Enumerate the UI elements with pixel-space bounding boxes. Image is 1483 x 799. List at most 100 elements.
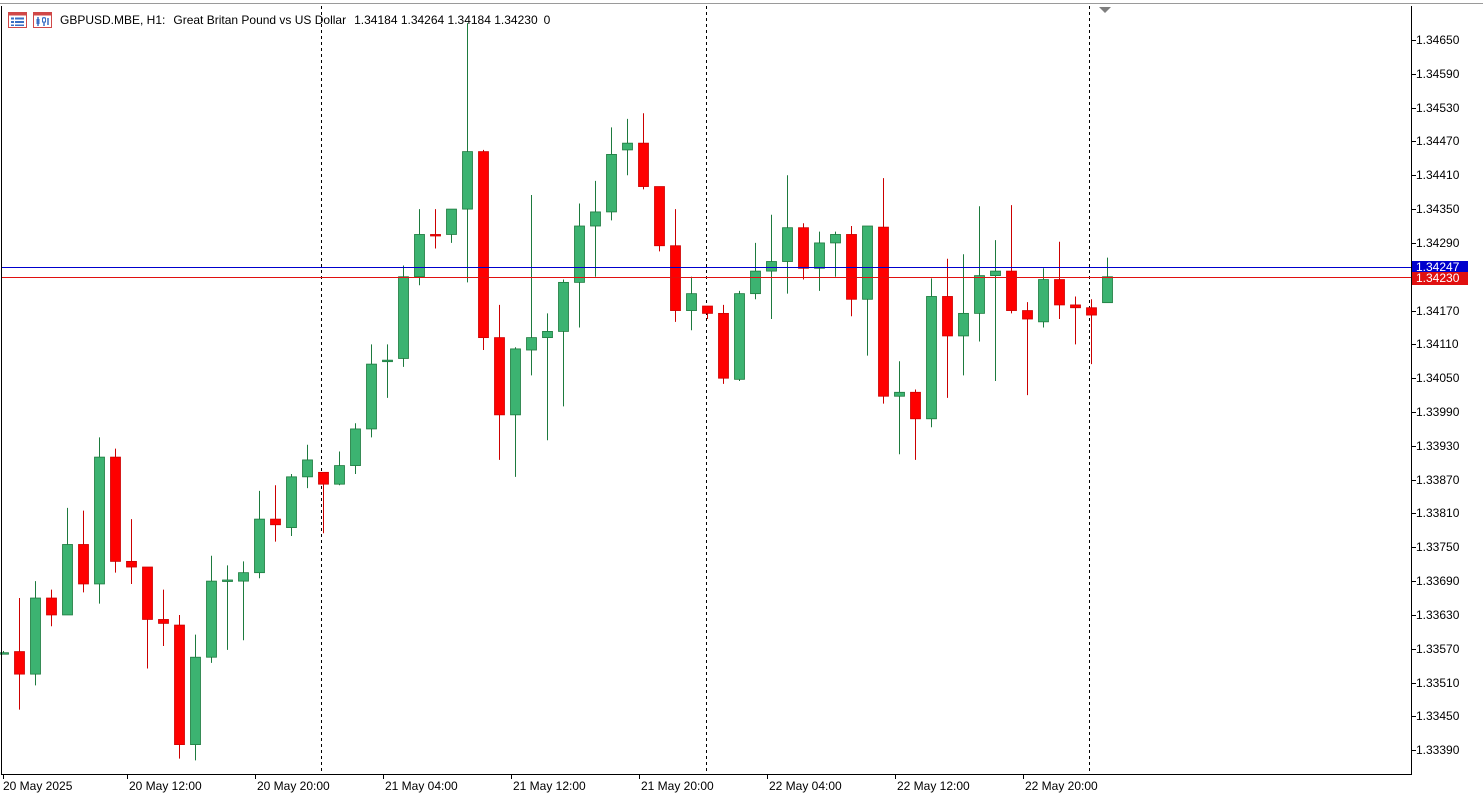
candle-body — [1070, 304, 1081, 309]
time-label: 20 May 2025 — [3, 779, 73, 793]
candle-body — [158, 619, 169, 624]
price-tick-mark — [1412, 581, 1416, 582]
candle-layer — [0, 23, 1113, 761]
ohlc-values: 1.34184 1.34264 1.34184 1.34230 — [354, 13, 538, 27]
candle — [590, 180, 601, 277]
candle — [1038, 268, 1049, 328]
candle-body — [318, 471, 329, 485]
price-label: 1.34170 — [1416, 304, 1460, 318]
candle-body — [334, 465, 345, 485]
candle-body — [398, 276, 409, 359]
price-label: 1.34050 — [1416, 371, 1460, 385]
price-tick-mark — [1412, 344, 1416, 345]
candle — [478, 149, 489, 351]
candle-body — [366, 363, 377, 430]
price-tick-mark — [1412, 108, 1416, 109]
chart-list-icon[interactable] — [8, 12, 27, 28]
candle — [302, 444, 313, 489]
candle-body — [46, 597, 57, 616]
price-label: 1.33630 — [1416, 608, 1460, 622]
candle — [718, 304, 729, 384]
candle-body — [526, 337, 537, 351]
candle — [206, 555, 217, 663]
candle-body — [574, 225, 585, 283]
candle-body — [750, 270, 761, 295]
candle-body — [590, 211, 601, 227]
candle — [78, 510, 89, 593]
candle — [766, 214, 777, 320]
chart-description: Great Britan Pound vs US Dollar — [173, 13, 347, 27]
candle — [254, 490, 265, 579]
time-tick-mark — [255, 775, 256, 779]
candle-body — [1102, 276, 1113, 304]
candle-body — [254, 518, 265, 574]
price-tick-mark — [1412, 513, 1416, 514]
price-label: 1.34110 — [1416, 337, 1459, 351]
candle — [14, 598, 25, 710]
candle — [862, 225, 873, 356]
price-tick-mark — [1412, 649, 1416, 650]
candle — [30, 581, 41, 686]
candle-body — [622, 142, 633, 151]
price-tick-mark — [1412, 74, 1416, 75]
candle — [222, 565, 233, 650]
candle-body — [94, 456, 105, 585]
candle — [462, 23, 473, 283]
candle-body — [702, 305, 713, 314]
price-tick-mark — [1412, 750, 1416, 751]
time-label: 21 May 12:00 — [513, 779, 586, 793]
candle — [830, 231, 841, 277]
candle-body — [78, 544, 89, 585]
candle-body — [462, 151, 473, 210]
candle — [158, 589, 169, 646]
candle — [670, 209, 681, 322]
ask-price-label: 1.34230 — [1412, 271, 1468, 285]
candle-body — [126, 560, 137, 568]
price-tick-mark — [1412, 40, 1416, 41]
candle — [574, 203, 585, 328]
candle — [174, 614, 185, 759]
time-label: 21 May 20:00 — [641, 779, 714, 793]
candle-body — [382, 359, 393, 363]
candle — [958, 254, 969, 376]
price-label: 1.33510 — [1416, 676, 1460, 690]
price-tick-mark — [1412, 175, 1416, 176]
price-label: 1.33930 — [1416, 439, 1460, 453]
candle-body — [222, 579, 233, 582]
candle-body — [558, 281, 569, 332]
price-label: 1.33750 — [1416, 540, 1460, 554]
price-label: 1.34290 — [1416, 236, 1460, 250]
candle — [542, 313, 553, 441]
time-tick-mark — [3, 775, 4, 779]
candle — [894, 361, 905, 455]
candle-body — [670, 245, 681, 311]
candle — [846, 226, 857, 317]
candle-body — [510, 348, 521, 416]
top-border — [0, 3, 1483, 4]
price-tick-mark — [1412, 378, 1416, 379]
candle-body — [894, 391, 905, 397]
price-label: 1.33570 — [1416, 642, 1460, 656]
candle — [94, 437, 105, 604]
chart-header: GBPUSD.MBE, H1: Great Britan Pound vs US… — [8, 11, 550, 29]
candle-body — [654, 186, 665, 247]
shift-marker-icon[interactable] — [1099, 7, 1111, 13]
price-tick-mark — [1412, 480, 1416, 481]
price-label: 1.33450 — [1416, 709, 1460, 723]
time-tick-mark — [127, 775, 128, 779]
candle — [126, 519, 137, 584]
candle — [878, 178, 889, 404]
candle-body — [414, 234, 425, 278]
price-tick-mark — [1412, 412, 1416, 413]
chart-bars-icon[interactable] — [33, 12, 52, 28]
price-label: 1.34470 — [1416, 134, 1460, 148]
candle — [318, 471, 329, 534]
candle-body — [270, 518, 281, 526]
time-label: 22 May 20:00 — [1025, 779, 1098, 793]
time-tick-mark — [383, 775, 384, 779]
candle-body — [190, 656, 201, 745]
price-tick-mark — [1412, 311, 1416, 312]
candle-body — [110, 456, 121, 562]
